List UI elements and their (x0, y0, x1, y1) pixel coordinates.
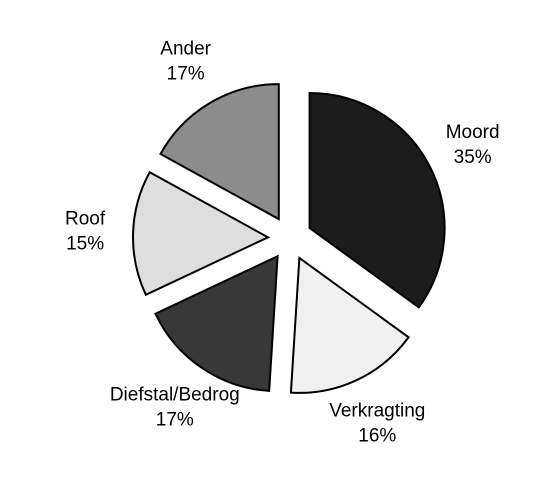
slice-value-label: 15% (66, 234, 104, 255)
slice-label: Moord (446, 122, 500, 143)
slice-value-label: 17% (167, 64, 205, 85)
slice-value-label: 16% (358, 426, 396, 447)
pie-slice (289, 256, 410, 394)
slice-label: Verkragting (329, 401, 425, 422)
slice-value-label: 35% (454, 147, 492, 168)
pie-slice (132, 170, 271, 297)
pie-slice (159, 83, 280, 221)
slice-label: Roof (65, 209, 106, 230)
slice-label: Diefstal/Bedrog (110, 385, 240, 406)
slice-value-label: 17% (156, 410, 194, 431)
slice-label: Ander (160, 39, 211, 60)
pie-slice (308, 92, 446, 309)
pie-slice (154, 254, 279, 392)
